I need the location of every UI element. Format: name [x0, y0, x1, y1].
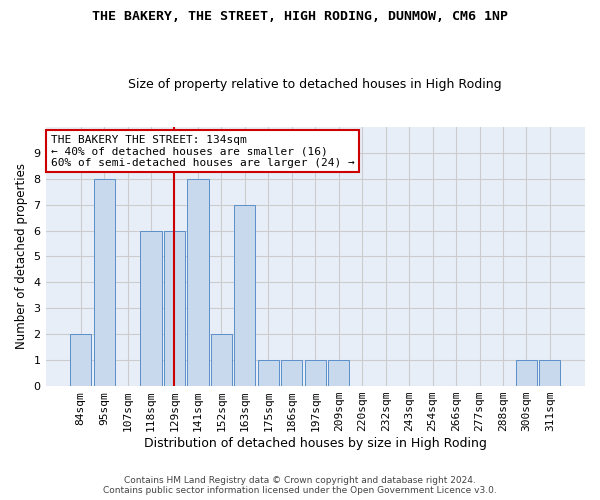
Title: Size of property relative to detached houses in High Roding: Size of property relative to detached ho… [128, 78, 502, 91]
Bar [70, 334, 91, 386]
Bar [305, 360, 326, 386]
Bar [140, 230, 161, 386]
Bar [164, 230, 185, 386]
Text: THE BAKERY THE STREET: 134sqm
← 40% of detached houses are smaller (16)
60% of s: THE BAKERY THE STREET: 134sqm ← 40% of d… [51, 134, 355, 168]
Y-axis label: Number of detached properties: Number of detached properties [15, 164, 28, 350]
Bar [328, 360, 349, 386]
Bar [235, 204, 256, 386]
Bar [539, 360, 560, 386]
Bar [211, 334, 232, 386]
Bar [94, 178, 115, 386]
Bar [516, 360, 537, 386]
Bar [281, 360, 302, 386]
Bar [187, 178, 209, 386]
Text: Contains HM Land Registry data © Crown copyright and database right 2024.
Contai: Contains HM Land Registry data © Crown c… [103, 476, 497, 495]
Bar [258, 360, 279, 386]
Text: THE BAKERY, THE STREET, HIGH RODING, DUNMOW, CM6 1NP: THE BAKERY, THE STREET, HIGH RODING, DUN… [92, 10, 508, 23]
X-axis label: Distribution of detached houses by size in High Roding: Distribution of detached houses by size … [144, 437, 487, 450]
